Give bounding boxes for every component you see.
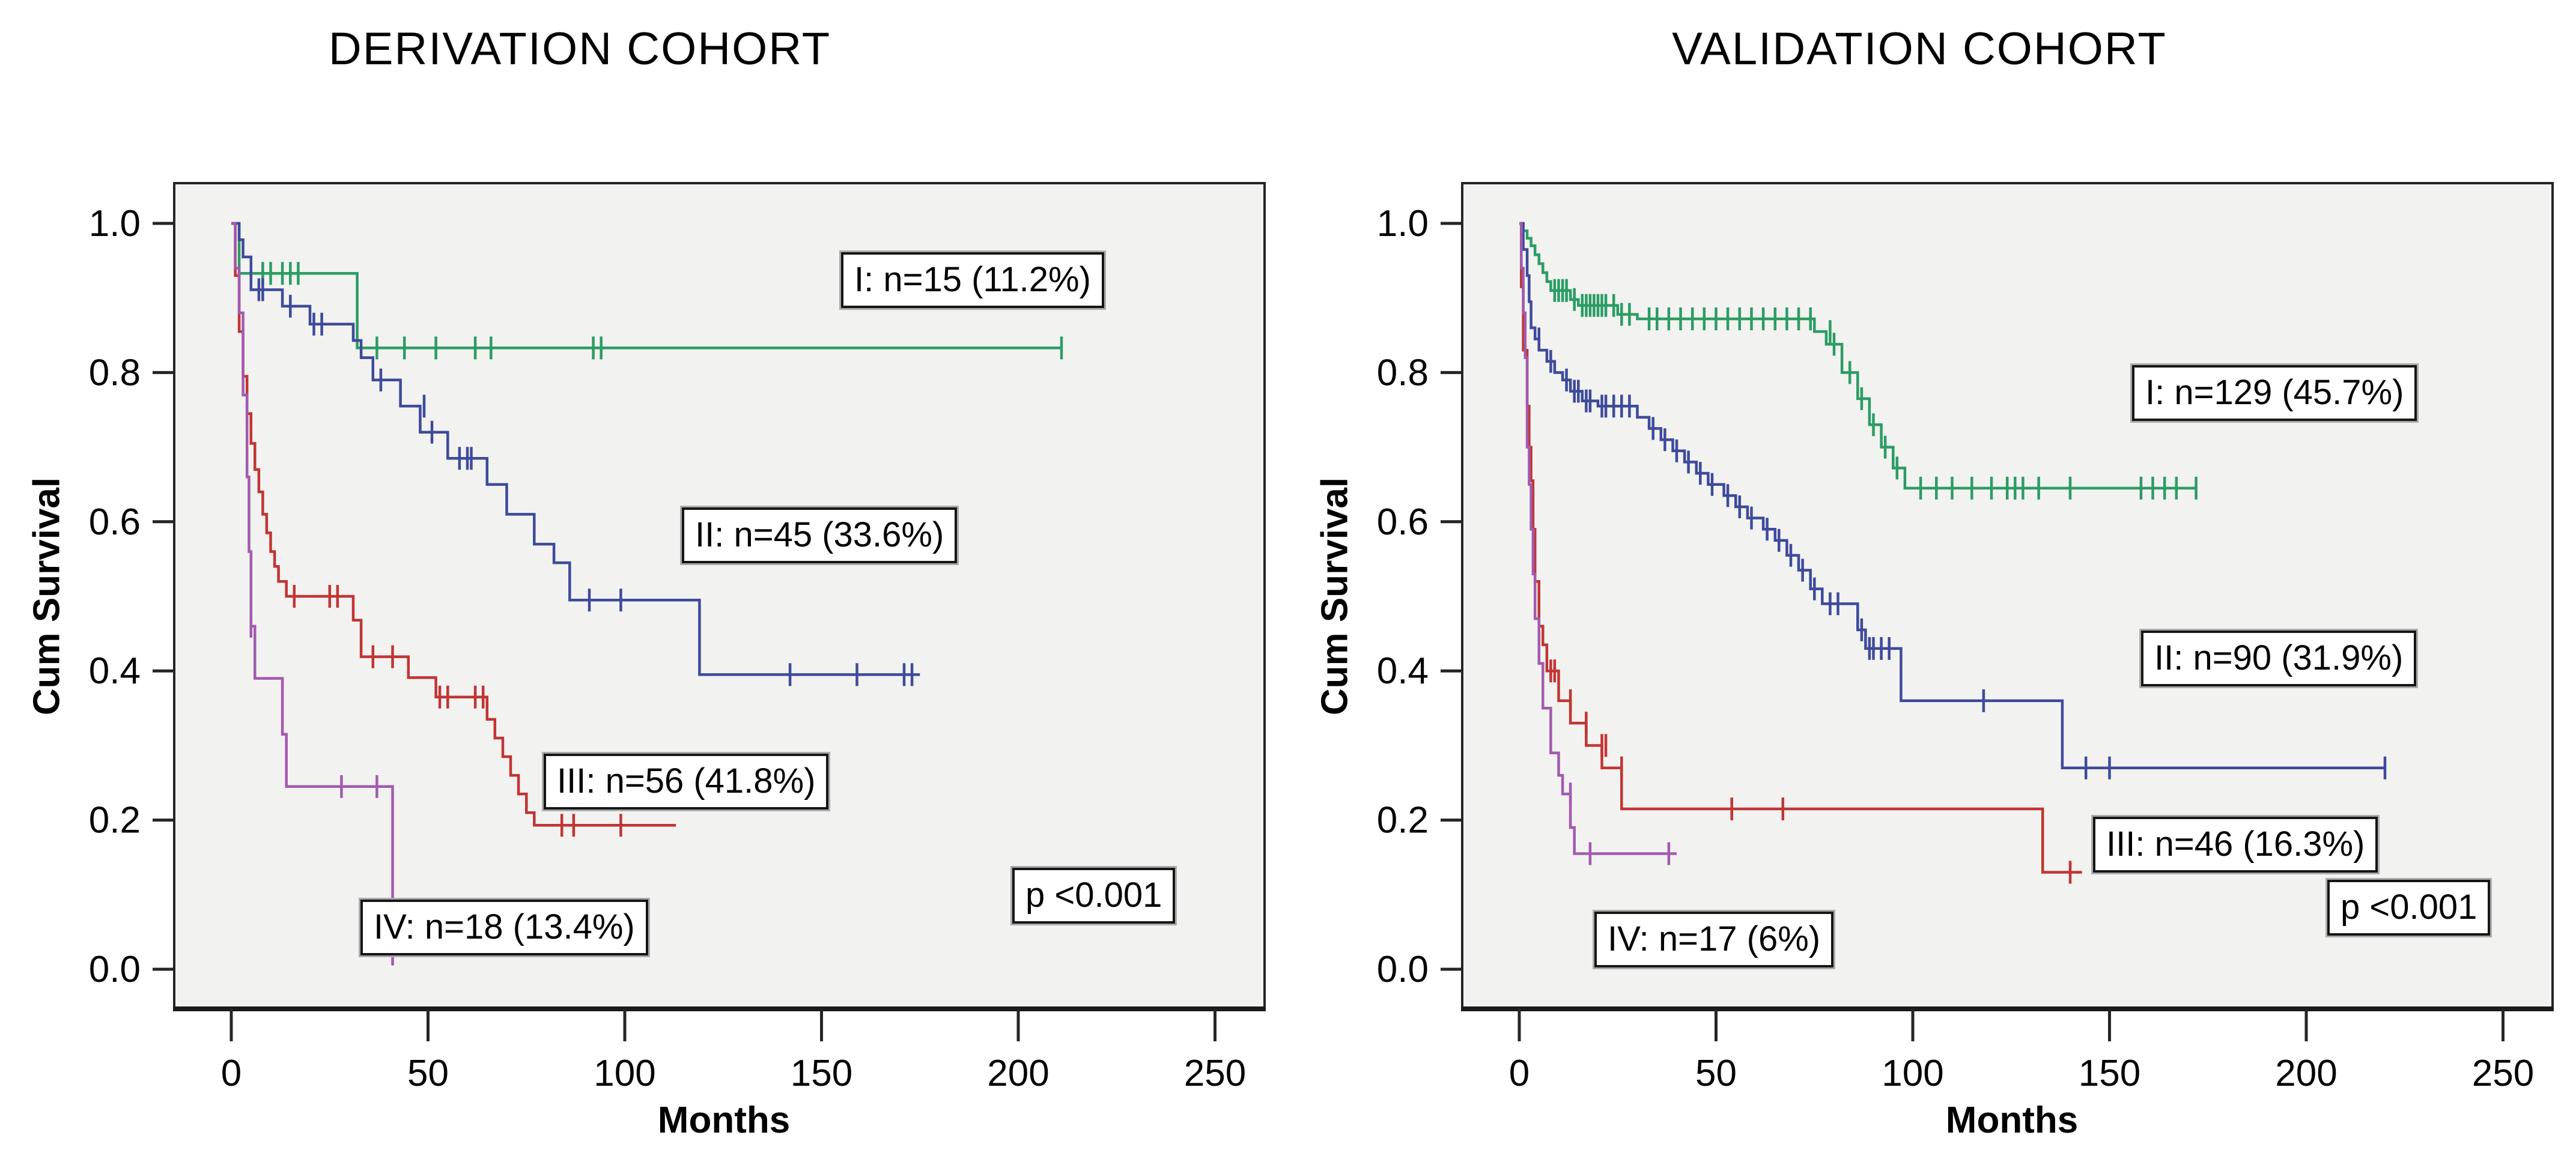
- x-tick-label: 200: [2275, 1053, 2337, 1094]
- censor-marks-II: [1537, 327, 2387, 779]
- annotation-stage-4: IV: n=17 (6%): [1594, 912, 1834, 967]
- annotation-stage-1: I: n=15 (11.2%): [841, 252, 1104, 308]
- y-tick-label: 0.8: [1377, 352, 1429, 393]
- y-tick-label: 0.0: [1377, 949, 1429, 990]
- panel-derivation-cohort: DERIVATION COHORT 0.0 0.2 0.4 0.6 0.8 1.0 0 50 1…: [26, 23, 1266, 1141]
- y-tick-label: 0.4: [1377, 650, 1429, 692]
- x-axis-label: Months: [657, 1100, 791, 1141]
- x-axis-label: Months: [1945, 1100, 2079, 1141]
- y-tick-label: 0.6: [1377, 501, 1429, 543]
- panel-title-validation: VALIDATION COHORT: [1672, 23, 2167, 74]
- x-tick-label: 150: [791, 1053, 852, 1094]
- censor-marks-III: [1549, 659, 2072, 884]
- y-tick-label: 0.6: [89, 501, 141, 543]
- survival-curve-IV: [231, 222, 394, 966]
- y-axis-label: Cum Survival: [1314, 477, 1356, 716]
- y-axis-label: Cum Survival: [26, 477, 68, 716]
- y-tick-label: 0.8: [89, 352, 141, 393]
- x-tick-label: 100: [594, 1053, 655, 1094]
- censor-marks-II: [257, 278, 914, 686]
- x-tick-label: 0: [1509, 1053, 1530, 1094]
- p-value-box: p <0.001: [2327, 880, 2491, 936]
- y-tick-label: 1.0: [89, 203, 141, 244]
- x-tick-label: 150: [2079, 1053, 2140, 1094]
- annotation-stage-2: II: n=45 (33.6%): [682, 507, 958, 563]
- survival-curve-II: [231, 222, 920, 676]
- x-tick-label: 200: [987, 1053, 1049, 1094]
- panel-title-derivation: DERIVATION COHORT: [328, 23, 831, 74]
- y-tick-label: 0.2: [1377, 800, 1429, 841]
- panel-validation-cohort: VALIDATION COHORT 0.0 0.2 0.4 0.6 0.8 1.0 0 50 1…: [1288, 0, 2576, 1150]
- annotation-stage-3: III: n=46 (16.3%): [2093, 817, 2378, 873]
- annotation-stage-2: II: n=90 (31.9%): [2141, 631, 2417, 686]
- annotation-stage-1: I: n=129 (45.7%): [2132, 365, 2417, 421]
- p-value-box: p <0.001: [1012, 868, 1176, 924]
- y-tick-label: 0.4: [89, 650, 141, 692]
- y-tick-label: 0.2: [89, 800, 141, 841]
- y-tick-label: 1.0: [1377, 203, 1429, 244]
- censor-marks-I: [261, 262, 1063, 360]
- annotation-stage-4: IV: n=18 (13.4%): [360, 900, 648, 955]
- censor-marks-IV: [1569, 782, 1671, 865]
- survival-chart-validation: 0.0 0.2 0.4 0.6 0.8 1.0 0 50 100 150 200 250: [1377, 182, 2554, 1094]
- annotation-stage-3: III: n=56 (41.8%): [544, 754, 829, 810]
- censor-marks-I: [1553, 279, 2198, 500]
- x-tick-label: 50: [407, 1053, 449, 1094]
- x-tick-label: 0: [221, 1053, 242, 1094]
- x-tick-label: 100: [1882, 1053, 1943, 1094]
- survival-curve-IV: [1519, 222, 1677, 855]
- censor-marks-IV: [249, 614, 378, 798]
- x-tick-label: 250: [1184, 1053, 1246, 1094]
- y-tick-label: 0.0: [89, 949, 141, 990]
- x-tick-label: 250: [2472, 1053, 2534, 1094]
- survival-chart-derivation: 0.0 0.2 0.4 0.6 0.8 1.0 0 50 100 150 200 250: [89, 182, 1266, 1094]
- x-tick-label: 50: [1695, 1053, 1737, 1094]
